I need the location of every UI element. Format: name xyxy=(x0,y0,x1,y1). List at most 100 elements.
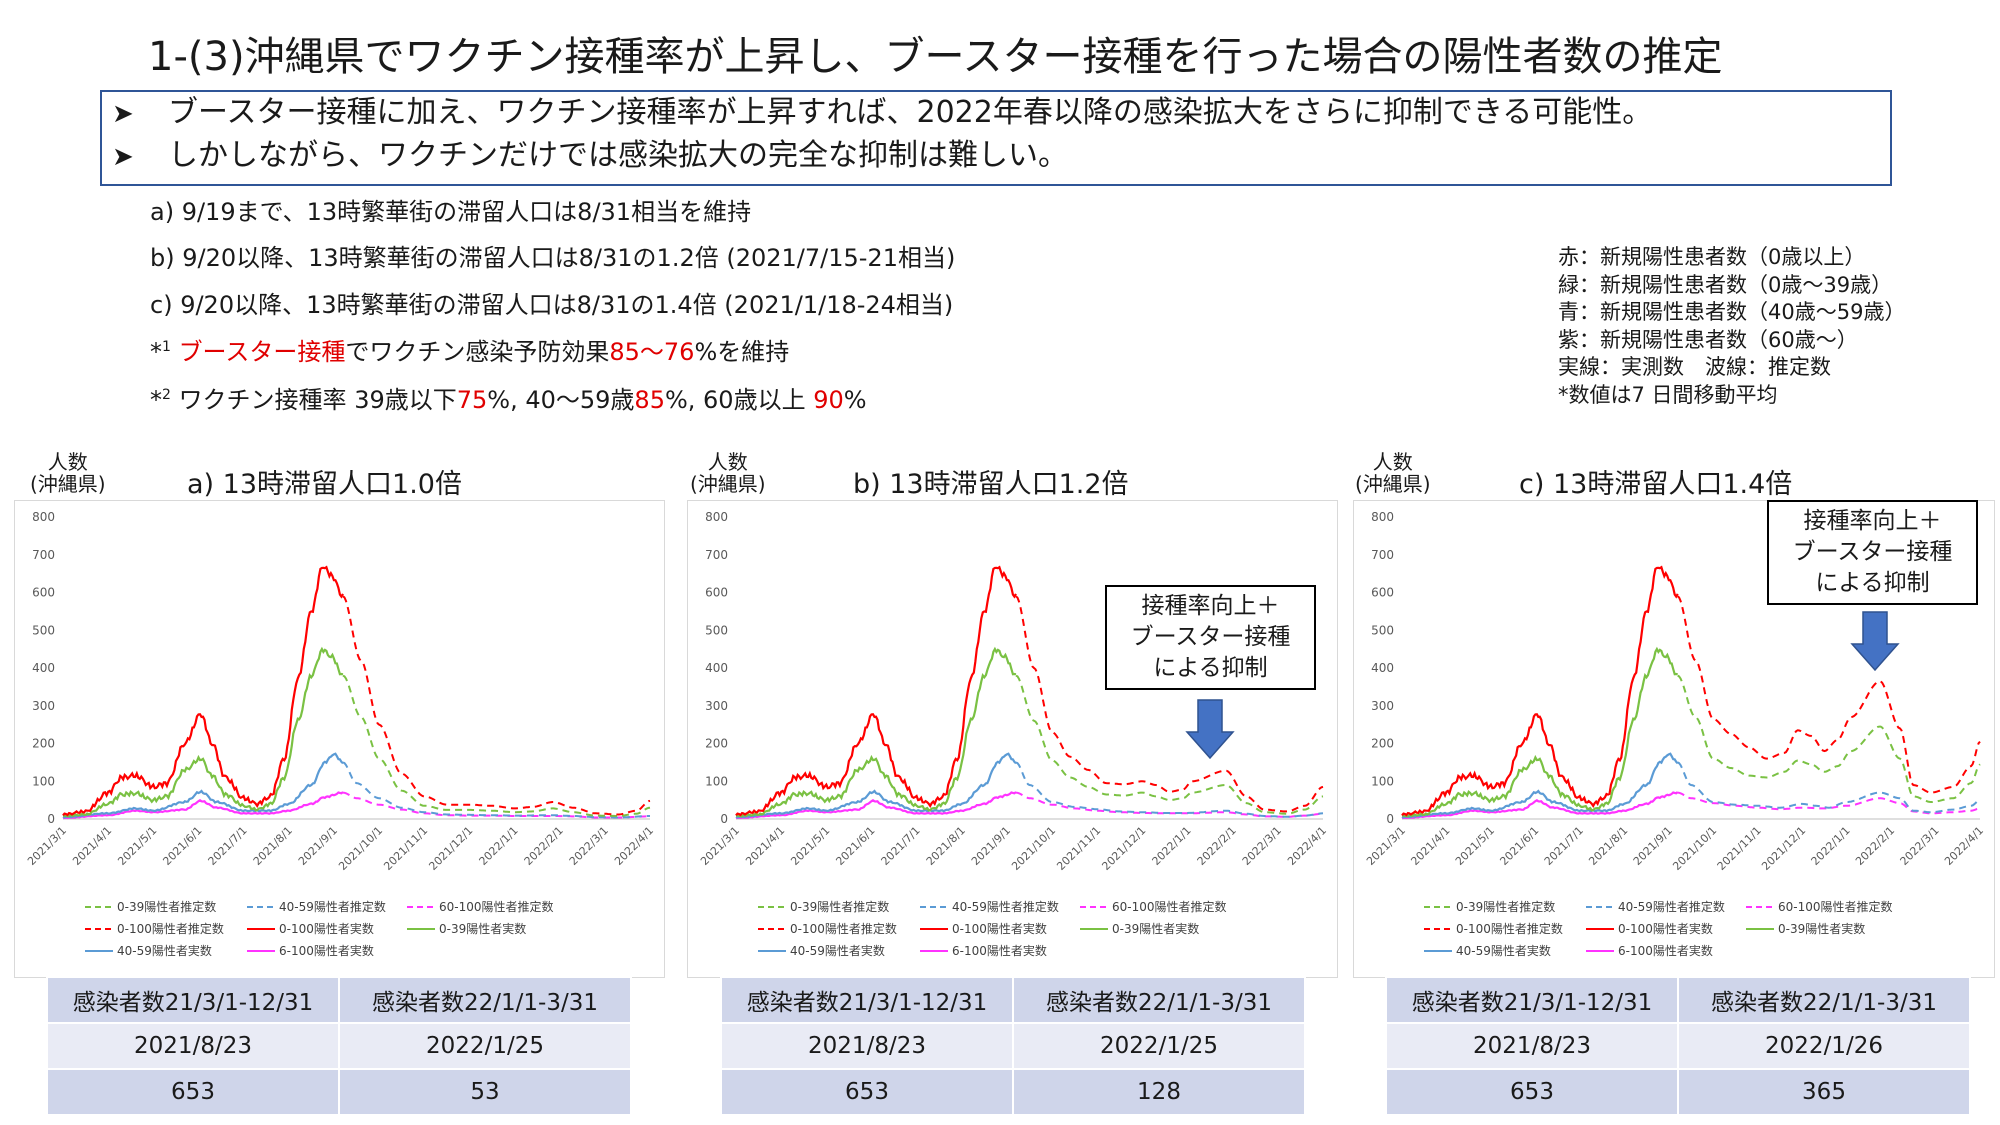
scenario-a: a) 9/19まで、13時繁華街の滞留人口は8/31相当を維持 xyxy=(150,198,752,226)
legend-entry: 6-100陽性者実数 xyxy=(279,943,374,958)
series-40-59-estimate xyxy=(342,761,650,819)
x-tick-label: 2021/3/1 xyxy=(25,824,69,868)
y-tick-label: 600 xyxy=(1371,586,1394,600)
legend-entry: 60-100陽性者推定数 xyxy=(1778,899,1893,914)
series-0-39-estimate xyxy=(342,674,651,817)
y-tick-label: 700 xyxy=(32,548,55,562)
x-tick-label: 2021/6/1 xyxy=(1497,824,1541,868)
table-cell: 365 xyxy=(1677,1068,1971,1116)
x-tick-label: 2021/4/1 xyxy=(743,824,787,868)
table-cell: 感染者数21/3/1-12/31 xyxy=(46,976,340,1024)
y-tick-label: 400 xyxy=(32,661,55,675)
table-cell: 653 xyxy=(720,1068,1014,1116)
legend-entry: 0-39陽性者実数 xyxy=(1778,921,1865,936)
table-cell: 653 xyxy=(46,1068,340,1116)
summary-point: ➤ しかしながら、ワクチンだけでは感染拡大の完全な抑制は難しい。 xyxy=(102,135,1890,178)
legend-entry: 60-100陽性者推定数 xyxy=(439,899,554,914)
y-tick-label: 500 xyxy=(32,623,55,637)
table-cell: 感染者数21/3/1-12/31 xyxy=(1385,976,1679,1024)
y-tick-label: 200 xyxy=(32,737,55,751)
y-tick-label: 800 xyxy=(1371,510,1394,524)
summary-box: ➤ ブースター接種に加え、ワクチン接種率が上昇すれば、2022年春以降の感染拡大を… xyxy=(100,90,1892,186)
x-tick-label: 2021/4/1 xyxy=(1408,824,1452,868)
x-tick-label: 2021/7/1 xyxy=(879,824,923,868)
y-tick-label: 800 xyxy=(32,510,55,524)
x-tick-label: 2021/9/1 xyxy=(1631,824,1675,868)
y-tick-label: 400 xyxy=(705,661,728,675)
legend-entry: 40-59陽性者推定数 xyxy=(952,899,1059,914)
y-tick-label: 500 xyxy=(705,623,728,637)
table-cell: 53 xyxy=(338,1068,632,1116)
x-tick-label: 2021/11/1 xyxy=(1054,824,1103,873)
x-tick-label: 2021/5/1 xyxy=(1453,824,1497,868)
series-0-39-estimate xyxy=(1015,674,1324,815)
x-tick-label: 2021/10/1 xyxy=(1009,824,1058,873)
series-40-59-actual xyxy=(62,752,344,819)
table-cell: 2021/8/23 xyxy=(1385,1022,1679,1070)
scenario-b: b) 9/20以降、13時繁華街の滞留人口は8/31の1.2倍 (2021/7/… xyxy=(150,244,956,272)
series-0-39-actual xyxy=(62,646,344,818)
legend-entry: 0-100陽性者実数 xyxy=(1618,921,1713,936)
chart-title: b) 13時滞留人口1.2倍 xyxy=(853,469,1129,500)
y-axis-unit-label: 人数 (沖縄県) xyxy=(30,450,106,496)
footnote-1: *1 ブースター接種でワクチン感染予防効果85〜76%を維持 xyxy=(150,338,790,366)
legend-entry: 6-100陽性者実数 xyxy=(952,943,1047,958)
y-axis-unit-label: 人数 (沖縄県) xyxy=(690,450,766,496)
series-0-100-actual xyxy=(735,565,1017,817)
chart-title: a) 13時滞留人口1.0倍 xyxy=(187,469,462,500)
x-tick-label: 2021/12/1 xyxy=(426,824,475,873)
x-tick-label: 2022/4/1 xyxy=(1285,824,1329,868)
x-tick-label: 2022/4/1 xyxy=(612,824,656,868)
legend-entry: 0-100陽性者推定数 xyxy=(790,921,897,936)
x-tick-label: 2022/3/1 xyxy=(567,824,611,868)
x-tick-label: 2022/1/1 xyxy=(1809,824,1853,868)
table-cell: 128 xyxy=(1012,1068,1306,1116)
down-arrow-icon xyxy=(1185,699,1235,760)
y-tick-label: 700 xyxy=(1371,548,1394,562)
y-tick-label: 600 xyxy=(705,586,728,600)
x-tick-label: 2021/12/1 xyxy=(1759,824,1808,873)
legend-entry: 0-100陽性者実数 xyxy=(279,921,374,936)
table-cell: 感染者数21/3/1-12/31 xyxy=(720,976,1014,1024)
series-0-39-actual xyxy=(735,646,1017,818)
legend-entry: 0-39陽性者実数 xyxy=(1112,921,1199,936)
x-tick-label: 2021/9/1 xyxy=(969,824,1013,868)
chart-title: c) 13時滞留人口1.4倍 xyxy=(1519,469,1793,500)
x-tick-label: 2021/6/1 xyxy=(833,824,877,868)
x-tick-label: 2022/1/1 xyxy=(1150,824,1194,868)
series-0-100-estimate xyxy=(1677,595,1981,794)
x-tick-label: 2021/3/1 xyxy=(1364,824,1408,868)
table-cell: 感染者数22/1/1-3/31 xyxy=(1012,976,1306,1024)
scenario-c: c) 9/20以降、13時繁華街の滞留人口は8/31の1.4倍 (2021/1/… xyxy=(150,291,954,319)
x-tick-label: 2022/2/1 xyxy=(1195,824,1239,868)
series-40-59-estimate xyxy=(1015,761,1324,818)
arrow-bullet-icon: ➤ xyxy=(112,142,134,172)
y-tick-label: 700 xyxy=(705,548,728,562)
x-tick-label: 2021/8/1 xyxy=(924,824,968,868)
suppression-callout: 接種率向上＋ ブースター接種 による抑制 xyxy=(1105,585,1316,690)
table-cell: 感染者数22/1/1-3/31 xyxy=(1677,976,1971,1024)
table-cell: 2021/8/23 xyxy=(720,1022,1014,1070)
series-60-100-estimate xyxy=(1677,791,1981,815)
footnote-2: *2 ワクチン接種率 39歳以下75%, 40〜59歳85%, 60歳以上 90… xyxy=(150,386,867,414)
series-60-100-estimate xyxy=(342,791,650,819)
y-tick-label: 300 xyxy=(1371,699,1394,713)
series-0-100-estimate xyxy=(1015,595,1324,813)
x-tick-label: 2021/8/1 xyxy=(1586,824,1630,868)
page-title: 1-(3)沖縄県でワクチン接種率が上昇し、ブースター接種を行った場合の陽性者数の… xyxy=(148,34,1723,80)
x-tick-label: 2021/3/1 xyxy=(698,824,742,868)
y-tick-label: 100 xyxy=(32,774,55,788)
y-tick-label: 500 xyxy=(1371,623,1394,637)
arrow-bullet-icon: ➤ xyxy=(112,99,134,129)
legend-entry: 60-100陽性者推定数 xyxy=(1112,899,1227,914)
table-cell: 2021/8/23 xyxy=(46,1022,340,1070)
line-chart: 0 100 200 300 400 500 600 700 800 2021/3/1 2021/4/… xyxy=(14,500,665,978)
legend-entry: 6-100陽性者実数 xyxy=(1618,943,1713,958)
table-cell: 2022/1/26 xyxy=(1677,1022,1971,1070)
x-tick-label: 2021/4/1 xyxy=(70,824,114,868)
x-tick-label: 2022/3/1 xyxy=(1240,824,1284,868)
peak-table: 感染者数21/3/1-12/31 感染者数22/1/1-3/31 2021/8/23… xyxy=(1385,976,1971,1116)
y-tick-label: 300 xyxy=(705,699,728,713)
x-tick-label: 2021/11/1 xyxy=(381,824,430,873)
x-tick-label: 2021/10/1 xyxy=(1670,824,1719,873)
